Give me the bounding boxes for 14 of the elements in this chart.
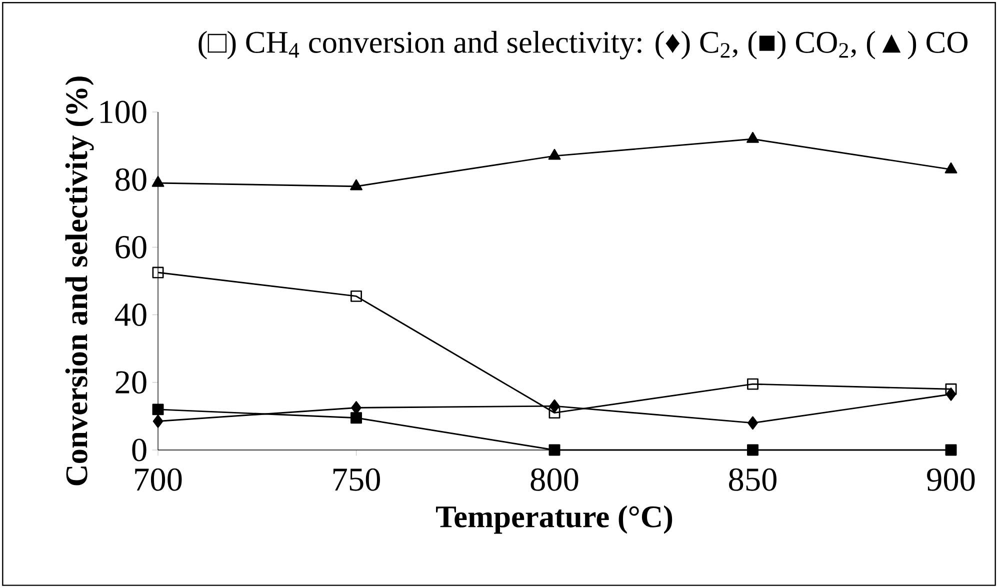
x-tick-label: 700 xyxy=(135,468,182,491)
x-tick-label: 750 xyxy=(333,468,380,491)
x-tick-label: 800 xyxy=(530,468,578,491)
x-tick-label: 900 xyxy=(927,468,975,491)
y-tick-label: 0 xyxy=(132,438,146,462)
chart-title: (□) CH$_{4}$ conversion and selectivity: (♦) C$_{2}$, (■) CO$_{2}$, (▲) CO xyxy=(198,30,968,60)
x-tick-label: 850 xyxy=(729,468,776,491)
y-tick-label: 60 xyxy=(116,236,146,258)
x-axis-title: Temperature (°C) xyxy=(436,505,672,534)
y-tick-label: 40 xyxy=(114,304,146,326)
y-tick-label: 100 xyxy=(100,100,146,124)
y-axis-title: Conversion and selectivity (%) xyxy=(65,76,94,486)
y-tick-label: 20 xyxy=(116,371,146,394)
y-tick-label: 80 xyxy=(116,168,146,191)
